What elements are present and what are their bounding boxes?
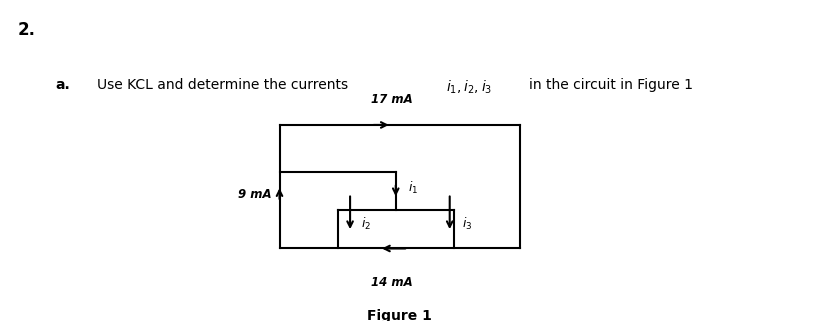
Text: $i_3$: $i_3$: [462, 216, 472, 232]
Text: 14 mA: 14 mA: [371, 276, 412, 289]
Text: Figure 1: Figure 1: [367, 309, 432, 321]
Text: $i_2$: $i_2$: [361, 216, 371, 232]
Text: a.: a.: [55, 78, 70, 92]
Text: 9 mA: 9 mA: [237, 188, 272, 202]
Text: 2.: 2.: [18, 21, 36, 39]
Text: $i_1$: $i_1$: [408, 180, 418, 196]
Text: Use KCL and determine the currents: Use KCL and determine the currents: [97, 78, 348, 92]
Text: in the circuit in Figure 1: in the circuit in Figure 1: [529, 78, 692, 92]
Text: $i_1, i_2, i_3$: $i_1, i_2, i_3$: [446, 78, 491, 96]
Text: 17 mA: 17 mA: [371, 93, 412, 106]
